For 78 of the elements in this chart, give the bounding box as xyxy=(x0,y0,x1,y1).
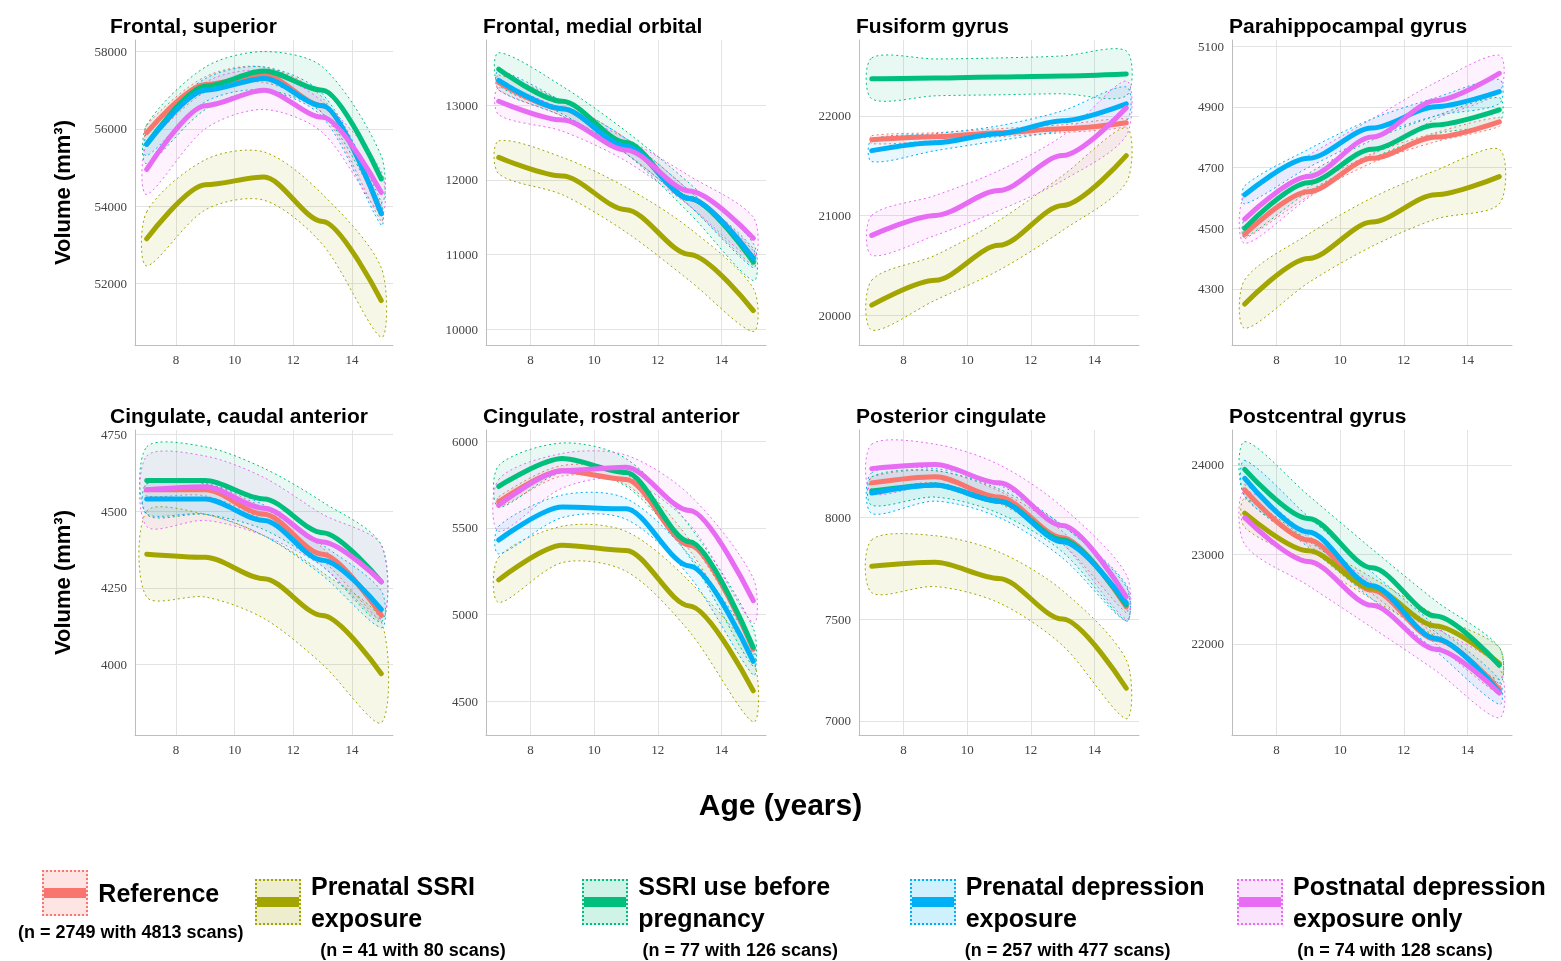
x-tick-label: 10 xyxy=(228,742,242,757)
y-tick-label: 4300 xyxy=(1198,281,1224,297)
y-tick-label: 24000 xyxy=(1191,457,1224,473)
y-tick-label: 4500 xyxy=(1198,220,1224,236)
x-tick-label: 8 xyxy=(1273,742,1280,757)
x-tick-label: 8 xyxy=(527,352,534,367)
x-tick-label: 8 xyxy=(527,742,534,757)
y-tick-label: 52000 xyxy=(94,275,127,291)
x-tick-label: 12 xyxy=(1024,352,1038,367)
x-tick-label: 10 xyxy=(228,352,242,367)
x-tick-label: 14 xyxy=(1087,352,1102,367)
y-tick-label: 4750 xyxy=(101,427,127,443)
x-tick-label: 12 xyxy=(286,352,300,367)
x-tick-label: 10 xyxy=(587,742,601,757)
y-tick-label: 5100 xyxy=(1198,38,1224,54)
x-tick-label: 8 xyxy=(1273,352,1280,367)
x-tick-label: 12 xyxy=(651,742,665,757)
legend-label: Reference (n = 2749 with 4813 scans) xyxy=(18,878,244,943)
chart-title: Posterior cingulate xyxy=(856,404,1047,427)
legend-label: Postnatal depression exposure only (n = 74 with 128 scans) xyxy=(1293,871,1547,961)
y-axis-title: Volume (mm³) xyxy=(49,509,75,656)
x-tick-label: 12 xyxy=(1024,742,1038,757)
chart-title: Frontal, superior xyxy=(110,14,277,37)
y-tick-label: 6000 xyxy=(452,433,478,449)
y-tick-label: 4000 xyxy=(101,657,127,672)
chart-title: Frontal, medial orbital xyxy=(483,14,703,37)
y-tick-label: 58000 xyxy=(94,44,127,60)
x-tick-label: 8 xyxy=(900,742,907,757)
x-tick-label: 14 xyxy=(1460,352,1475,367)
y-tick-label: 12000 xyxy=(445,172,478,188)
x-tick-label: 10 xyxy=(1333,352,1347,367)
y-tick-label: 4700 xyxy=(1198,159,1224,175)
chart-title: Cingulate, rostral anterior xyxy=(483,404,740,427)
y-tick-label: 4500 xyxy=(101,503,127,519)
y-tick-label: 23000 xyxy=(1191,546,1224,562)
y-tick-label: 54000 xyxy=(94,198,127,214)
y-tick-label: 21000 xyxy=(818,207,851,223)
x-tick-label: 12 xyxy=(286,742,300,757)
y-tick-label: 11000 xyxy=(445,247,478,263)
y-tick-label: 7000 xyxy=(825,713,851,729)
x-tick-label: 14 xyxy=(1087,742,1102,757)
x-tick-label: 8 xyxy=(900,352,907,367)
y-tick-label: 4500 xyxy=(452,693,478,709)
y-tick-label: 20000 xyxy=(818,307,851,323)
y-tick-label: 4250 xyxy=(101,580,127,596)
legend-label: SSRI use before pregnancy (n = 77 with 126 scans) xyxy=(638,871,840,961)
x-tick-label: 10 xyxy=(587,352,601,367)
y-tick-label: 22000 xyxy=(1191,636,1224,652)
x-tick-label: 12 xyxy=(1397,352,1411,367)
x-tick-label: 12 xyxy=(1397,742,1411,757)
x-tick-label: 14 xyxy=(1460,742,1475,757)
x-tick-label: 10 xyxy=(960,742,974,757)
x-tick-label: 10 xyxy=(1333,742,1347,757)
legend-label: Prenatal SSRI exposure (n = 41 with 80 scans) xyxy=(310,871,507,961)
y-tick-label: 10000 xyxy=(445,321,478,337)
y-tick-label: 5500 xyxy=(452,520,478,536)
x-tick-label: 12 xyxy=(651,352,665,367)
y-tick-label: 56000 xyxy=(94,121,127,137)
y-tick-label: 13000 xyxy=(445,97,478,113)
chart-title: Parahippocampal gyrus xyxy=(1229,14,1468,37)
y-tick-label: 7500 xyxy=(825,611,851,627)
legend-label: Prenatal depression exposure (n = 257 with 477 scans) xyxy=(964,871,1206,961)
x-tick-label: 14 xyxy=(345,352,359,367)
chart-title: Postcentral gyrus xyxy=(1229,404,1407,427)
y-axis-title: Volume (mm³) xyxy=(49,119,75,266)
y-tick-label: 22000 xyxy=(818,108,851,124)
y-tick-label: 8000 xyxy=(825,509,851,525)
y-tick-label: 4900 xyxy=(1198,99,1224,115)
x-tick-label: 8 xyxy=(172,352,180,367)
x-tick-label: 10 xyxy=(960,352,974,367)
y-tick-label: 5000 xyxy=(452,607,478,623)
chart-title: Fusiform gyrus xyxy=(856,14,1009,37)
x-tick-label: 14 xyxy=(714,352,729,367)
x-tick-label: 8 xyxy=(172,742,180,757)
x-tick-label: 14 xyxy=(345,742,359,757)
x-axis-title: Age (years) xyxy=(697,788,864,822)
x-tick-label: 14 xyxy=(714,742,729,757)
chart-title: Cingulate, caudal anterior xyxy=(110,404,368,427)
